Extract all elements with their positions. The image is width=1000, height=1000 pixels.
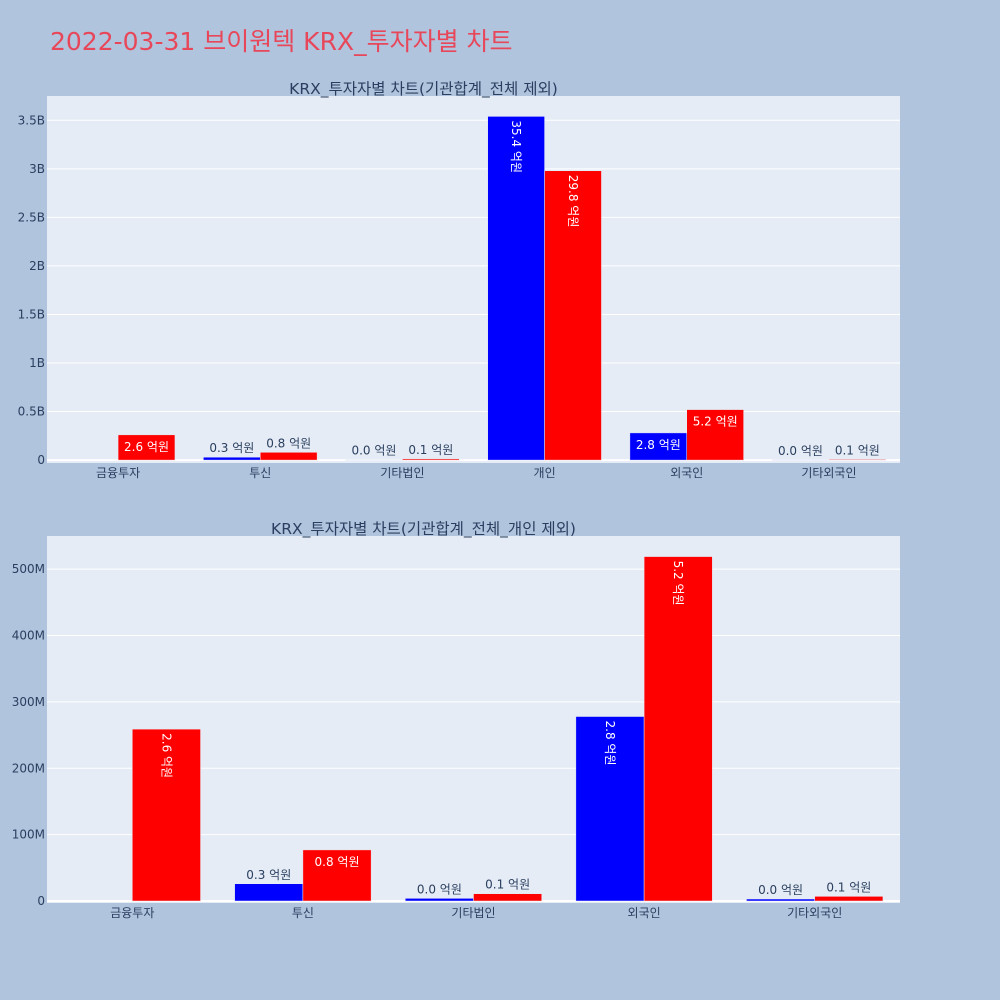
y-tick-label: 0 — [37, 894, 45, 908]
data-label: 29.8 억원 — [566, 175, 580, 228]
bar — [302, 849, 372, 902]
bar — [402, 458, 460, 461]
x-tick-label: 금융투자 — [96, 466, 140, 480]
data-label: 0.1 억원 — [485, 878, 530, 892]
subplot-title: KRX_투자자별 차트(기관합계_전체_개인 제외) — [271, 520, 576, 539]
y-tick-label: 0.5B — [18, 405, 45, 419]
bar — [405, 898, 474, 902]
data-label: 0.0 억원 — [417, 882, 462, 896]
page-title: 2022-03-31 브이원텍 KRX_투자자별 차트 — [50, 27, 513, 56]
bar — [234, 883, 304, 902]
x-tick-label: 기타외국인 — [801, 466, 856, 480]
plot-area — [47, 96, 900, 463]
chart-bottom: KRX_투자자별 차트(기관합계_전체_개인 제외) 0 100M 200M 300M 4… — [12, 520, 900, 920]
x-tick-label: 외국인 — [670, 466, 703, 480]
y-tick-label: 0 — [37, 453, 45, 467]
data-label: 5.2 억원 — [693, 415, 738, 429]
bar — [132, 728, 201, 902]
x-tick-label: 개인 — [534, 466, 556, 480]
bar — [117, 434, 176, 461]
y-tick-label: 500M — [12, 562, 45, 576]
data-label: 5.2 억원 — [671, 561, 685, 606]
data-label: 0.0 억원 — [351, 444, 396, 458]
bar — [487, 116, 545, 461]
bar — [473, 893, 542, 902]
bar — [686, 409, 744, 461]
data-label: 0.8 억원 — [315, 855, 360, 869]
y-tick-label: 3B — [29, 162, 45, 176]
data-label: 0.1 억원 — [835, 443, 880, 457]
bar — [828, 459, 887, 461]
y-tick-label: 1B — [29, 356, 45, 370]
data-label: 2.6 억원 — [124, 440, 169, 454]
x-tick-label: 기타법인 — [451, 906, 495, 920]
x-tick-label: 투신 — [249, 466, 271, 480]
subplot-title: KRX_투자자별 차트(기관합계_전체 제외) — [289, 80, 558, 99]
y-tick-label: 1.5B — [18, 307, 45, 321]
x-tick-label: 외국인 — [628, 906, 661, 920]
bar — [203, 456, 261, 461]
data-label: 0.3 억원 — [209, 441, 254, 455]
y-tick-label: 3.5B — [18, 113, 45, 127]
y-tick-label: 200M — [12, 761, 45, 775]
y-tick-label: 2B — [29, 259, 45, 273]
x-tick-label: 금융투자 — [110, 906, 154, 920]
bar — [629, 432, 688, 461]
data-label: 0.0 억원 — [778, 444, 823, 458]
data-label: 2.6 억원 — [159, 733, 173, 778]
bar — [643, 556, 713, 902]
y-tick-label: 400M — [12, 629, 45, 643]
y-tick-label: 100M — [12, 828, 45, 842]
bar — [544, 170, 602, 461]
chart-top: KRX_투자자별 차트(기관합계_전체 제외) 0 0.5B 1B 1.5B 2B 2.5B… — [18, 80, 900, 480]
x-tick-label: 기타외국인 — [787, 906, 842, 920]
x-tick-label: 기타법인 — [380, 466, 424, 480]
data-label: 2.8 억원 — [636, 438, 681, 452]
bar — [575, 716, 645, 902]
y-tick-label: 300M — [12, 695, 45, 709]
data-label: 0.1 억원 — [826, 880, 871, 894]
data-label: 2.8 억원 — [603, 721, 617, 766]
bar — [814, 896, 884, 902]
x-tick-label: 투신 — [292, 906, 314, 920]
y-tick-label: 2.5B — [18, 210, 45, 224]
bar — [746, 898, 815, 902]
data-label: 0.8 억원 — [266, 436, 311, 450]
data-label: 0.1 억원 — [408, 443, 453, 457]
data-label: 35.4 억원 — [509, 120, 523, 173]
data-label: 0.0 억원 — [758, 883, 803, 897]
bar — [260, 452, 318, 461]
data-label: 0.3 억원 — [246, 868, 291, 882]
